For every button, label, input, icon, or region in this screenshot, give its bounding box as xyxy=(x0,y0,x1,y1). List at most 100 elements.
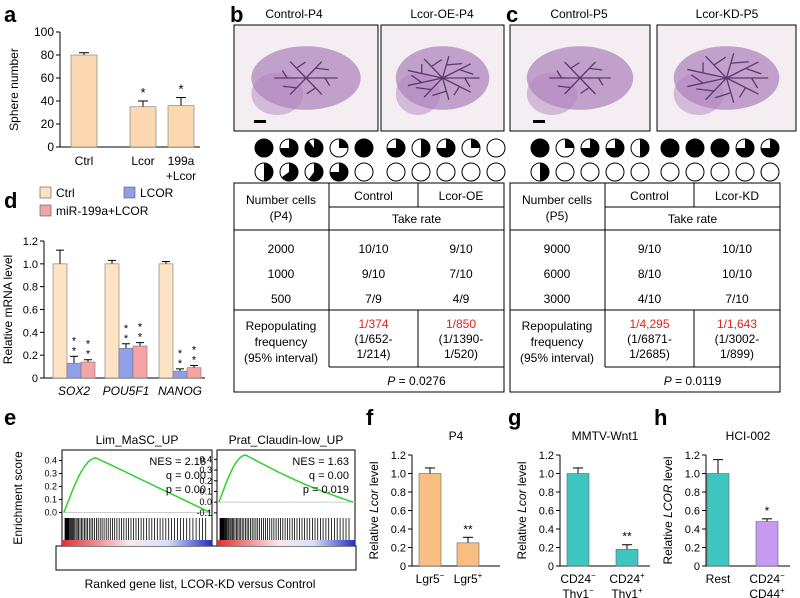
significance-star: * xyxy=(192,354,197,366)
gsea-y-label: Enrichment score xyxy=(11,451,25,545)
x-tick-label: +Lcor xyxy=(166,169,196,183)
ductal-tree xyxy=(274,61,338,95)
bar-Lgr5- xyxy=(418,473,442,567)
table-cell: 9/10 xyxy=(362,267,386,281)
significance-star: * xyxy=(124,323,129,335)
gene-hit-marks xyxy=(64,518,207,540)
bar-NANOG-LCOR xyxy=(172,370,188,379)
gsea-stat: NES = 2.18 xyxy=(149,456,206,468)
b-title-right: Lcor-OE-P4 xyxy=(410,7,474,21)
bar-SOX2-Ctrl xyxy=(52,263,68,379)
p-number: = 0.0119 xyxy=(672,374,722,388)
freq-value: 1/2685) xyxy=(629,347,670,361)
mammary-fat-pad xyxy=(251,72,304,116)
table-cell: 6000 xyxy=(544,267,571,281)
freq-value: 1/214) xyxy=(356,347,390,361)
y-label-gene: Lcor xyxy=(515,488,529,512)
freq-label: Repopulating xyxy=(246,319,317,333)
ductal-tree xyxy=(549,61,611,95)
y-tick-label: 1.2 xyxy=(685,450,700,462)
table-cell: 10/10 xyxy=(722,242,752,256)
y-tick-label: 0 xyxy=(47,140,54,154)
gsea-tick-label: -0.1 xyxy=(196,508,212,518)
gsea-tick-label: 0.3 xyxy=(199,465,212,475)
freq-label: frequency xyxy=(531,335,584,349)
table-cell: 4/10 xyxy=(638,292,662,306)
x-label-sup: − xyxy=(780,571,785,580)
table-cell: 10/10 xyxy=(722,267,752,281)
x-tick-label: SOX2 xyxy=(58,384,90,398)
gsea-tick-label: 0.3 xyxy=(44,468,57,478)
y-tick-label: 20 xyxy=(41,117,55,131)
y-tick-label: 60 xyxy=(41,71,55,85)
freq-value: (1/6871- xyxy=(627,332,672,346)
panel-letter-g: g xyxy=(508,405,521,430)
gsea-tick-label: 0.4 xyxy=(44,455,57,465)
y-axis-label: Relative LCOR level xyxy=(661,456,675,564)
gsea-tick-label: 0.1 xyxy=(44,494,57,504)
outgrowth-pie-fill xyxy=(471,139,480,148)
x-tick-label: CD24− xyxy=(749,571,785,586)
y-tick-label: 0.6 xyxy=(685,506,700,518)
mammary-fat-pad xyxy=(673,72,724,116)
ductal-tree xyxy=(407,56,480,100)
outgrowth-pie-fill xyxy=(421,139,430,157)
x-tick-label: CD44+ xyxy=(749,586,785,598)
outgrowth-pie-fill xyxy=(606,139,624,157)
scale-bar xyxy=(254,120,266,123)
outgrowth-pie-fill xyxy=(540,163,549,181)
y-tick-label: 80 xyxy=(41,48,55,62)
p-value: P = 0.0119 xyxy=(664,374,722,388)
p-number: = 0.0276 xyxy=(395,374,446,388)
x-tick-label: CD24+ xyxy=(609,571,645,586)
table-frame xyxy=(233,182,505,393)
y-tick-label: 0.2 xyxy=(391,543,406,555)
x-tick-label: Thy1− xyxy=(562,586,594,598)
p-value: P = 0.0276 xyxy=(387,374,446,388)
x-label-main: CD44 xyxy=(749,587,780,598)
x-label-main: Rest xyxy=(706,572,731,586)
chart-title: HCI-002 xyxy=(726,429,771,443)
table-cell: 3000 xyxy=(544,292,571,306)
table-subhead: Take rate xyxy=(392,212,442,226)
table-cell: 7/10 xyxy=(725,292,749,306)
table-header: (P5) xyxy=(546,209,569,223)
y-label-pre: Relative xyxy=(515,513,529,560)
y-tick-label: 40 xyxy=(41,94,55,108)
mammary-fat-pad xyxy=(395,72,441,116)
enrichment-curve xyxy=(63,457,211,514)
y-label-post: level xyxy=(515,461,529,489)
significance-star: * xyxy=(765,504,770,518)
y-tick-label: 1.0 xyxy=(391,469,406,481)
y-tick-label: 1.0 xyxy=(539,469,554,481)
y-tick-label: 0.6 xyxy=(391,506,406,518)
gsea-tick-label: 0.4 xyxy=(199,454,212,464)
rank-color-bar xyxy=(62,540,212,546)
panel-letter-f: f xyxy=(366,405,374,430)
table-frame xyxy=(509,182,781,393)
outgrowth-pie xyxy=(580,162,600,182)
x-label-sup: + xyxy=(478,571,483,580)
bar-CD24- CD44+ xyxy=(755,521,779,567)
outgrowth-pie-fill xyxy=(355,139,373,157)
outgrowth-pie-grids xyxy=(254,138,780,182)
significance-star: * xyxy=(72,345,77,357)
bar-POU5F1-Ctrl xyxy=(104,263,120,379)
y-axis-label: Sphere number xyxy=(7,48,21,131)
x-tick-label: Ctrl xyxy=(75,154,94,168)
y-tick-label: 0 xyxy=(694,561,700,573)
chart-title: MMTV-Wnt1 xyxy=(572,429,639,443)
legend-swatch xyxy=(123,186,136,199)
x-tick-label: NANOG xyxy=(158,384,202,398)
outgrowth-pie xyxy=(605,162,625,182)
outgrowth-pie-fill xyxy=(264,163,273,181)
legend-swatch xyxy=(39,186,52,199)
lgr5-chart: P4 0 0.2 0.4 0.6 0.8 1.0 1.2 Relative Lcor level… xyxy=(367,429,500,586)
significance-star: * xyxy=(86,339,91,351)
y-tick-label: 0.6 xyxy=(23,305,38,317)
outgrowth-pie-fill xyxy=(387,139,405,157)
outgrowth-pie xyxy=(411,162,431,182)
b-title-left: Control-P4 xyxy=(265,7,323,21)
freq-label: frequency xyxy=(255,335,308,349)
